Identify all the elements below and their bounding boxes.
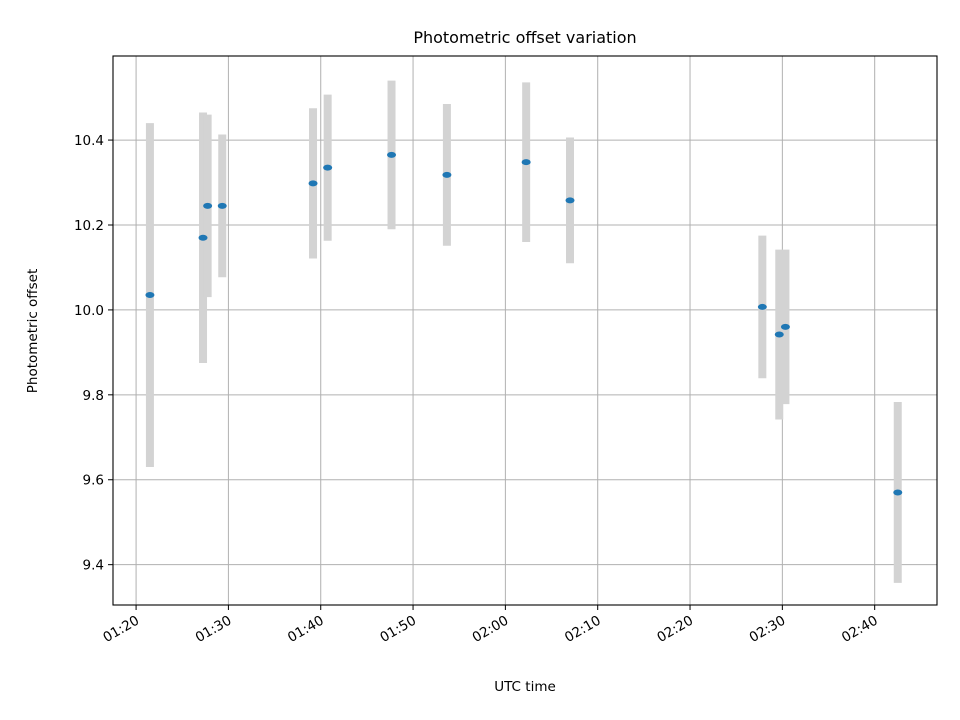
chart-title: Photometric offset variation [413,28,636,47]
y-axis-label: Photometric offset [25,269,41,393]
data-point [780,323,790,330]
data-points [145,151,903,496]
y-axis-ticks: 9.4 9.6 9.8 10.0 10.2 10.4 [74,133,113,574]
data-point [145,292,155,299]
data-point [565,197,575,204]
plot-frame [112,55,938,606]
data-point [442,171,452,178]
data-point [198,234,208,241]
data-point [893,489,903,496]
data-point [757,303,767,310]
data-point [203,202,213,209]
y-tick-label: 10.2 [74,218,104,234]
data-point [774,331,784,338]
data-point [308,180,318,187]
data-point [217,202,227,209]
y-tick-label: 9.6 [83,473,104,489]
data-point [387,151,397,158]
x-axis-label: UTC time [494,679,556,695]
y-tick-label: 9.8 [83,388,104,404]
data-point [323,164,333,171]
y-tick-label: 9.4 [83,558,104,574]
data-point [521,159,531,166]
y-tick-label: 10.4 [74,133,104,149]
y-tick-label: 10.0 [74,303,104,319]
